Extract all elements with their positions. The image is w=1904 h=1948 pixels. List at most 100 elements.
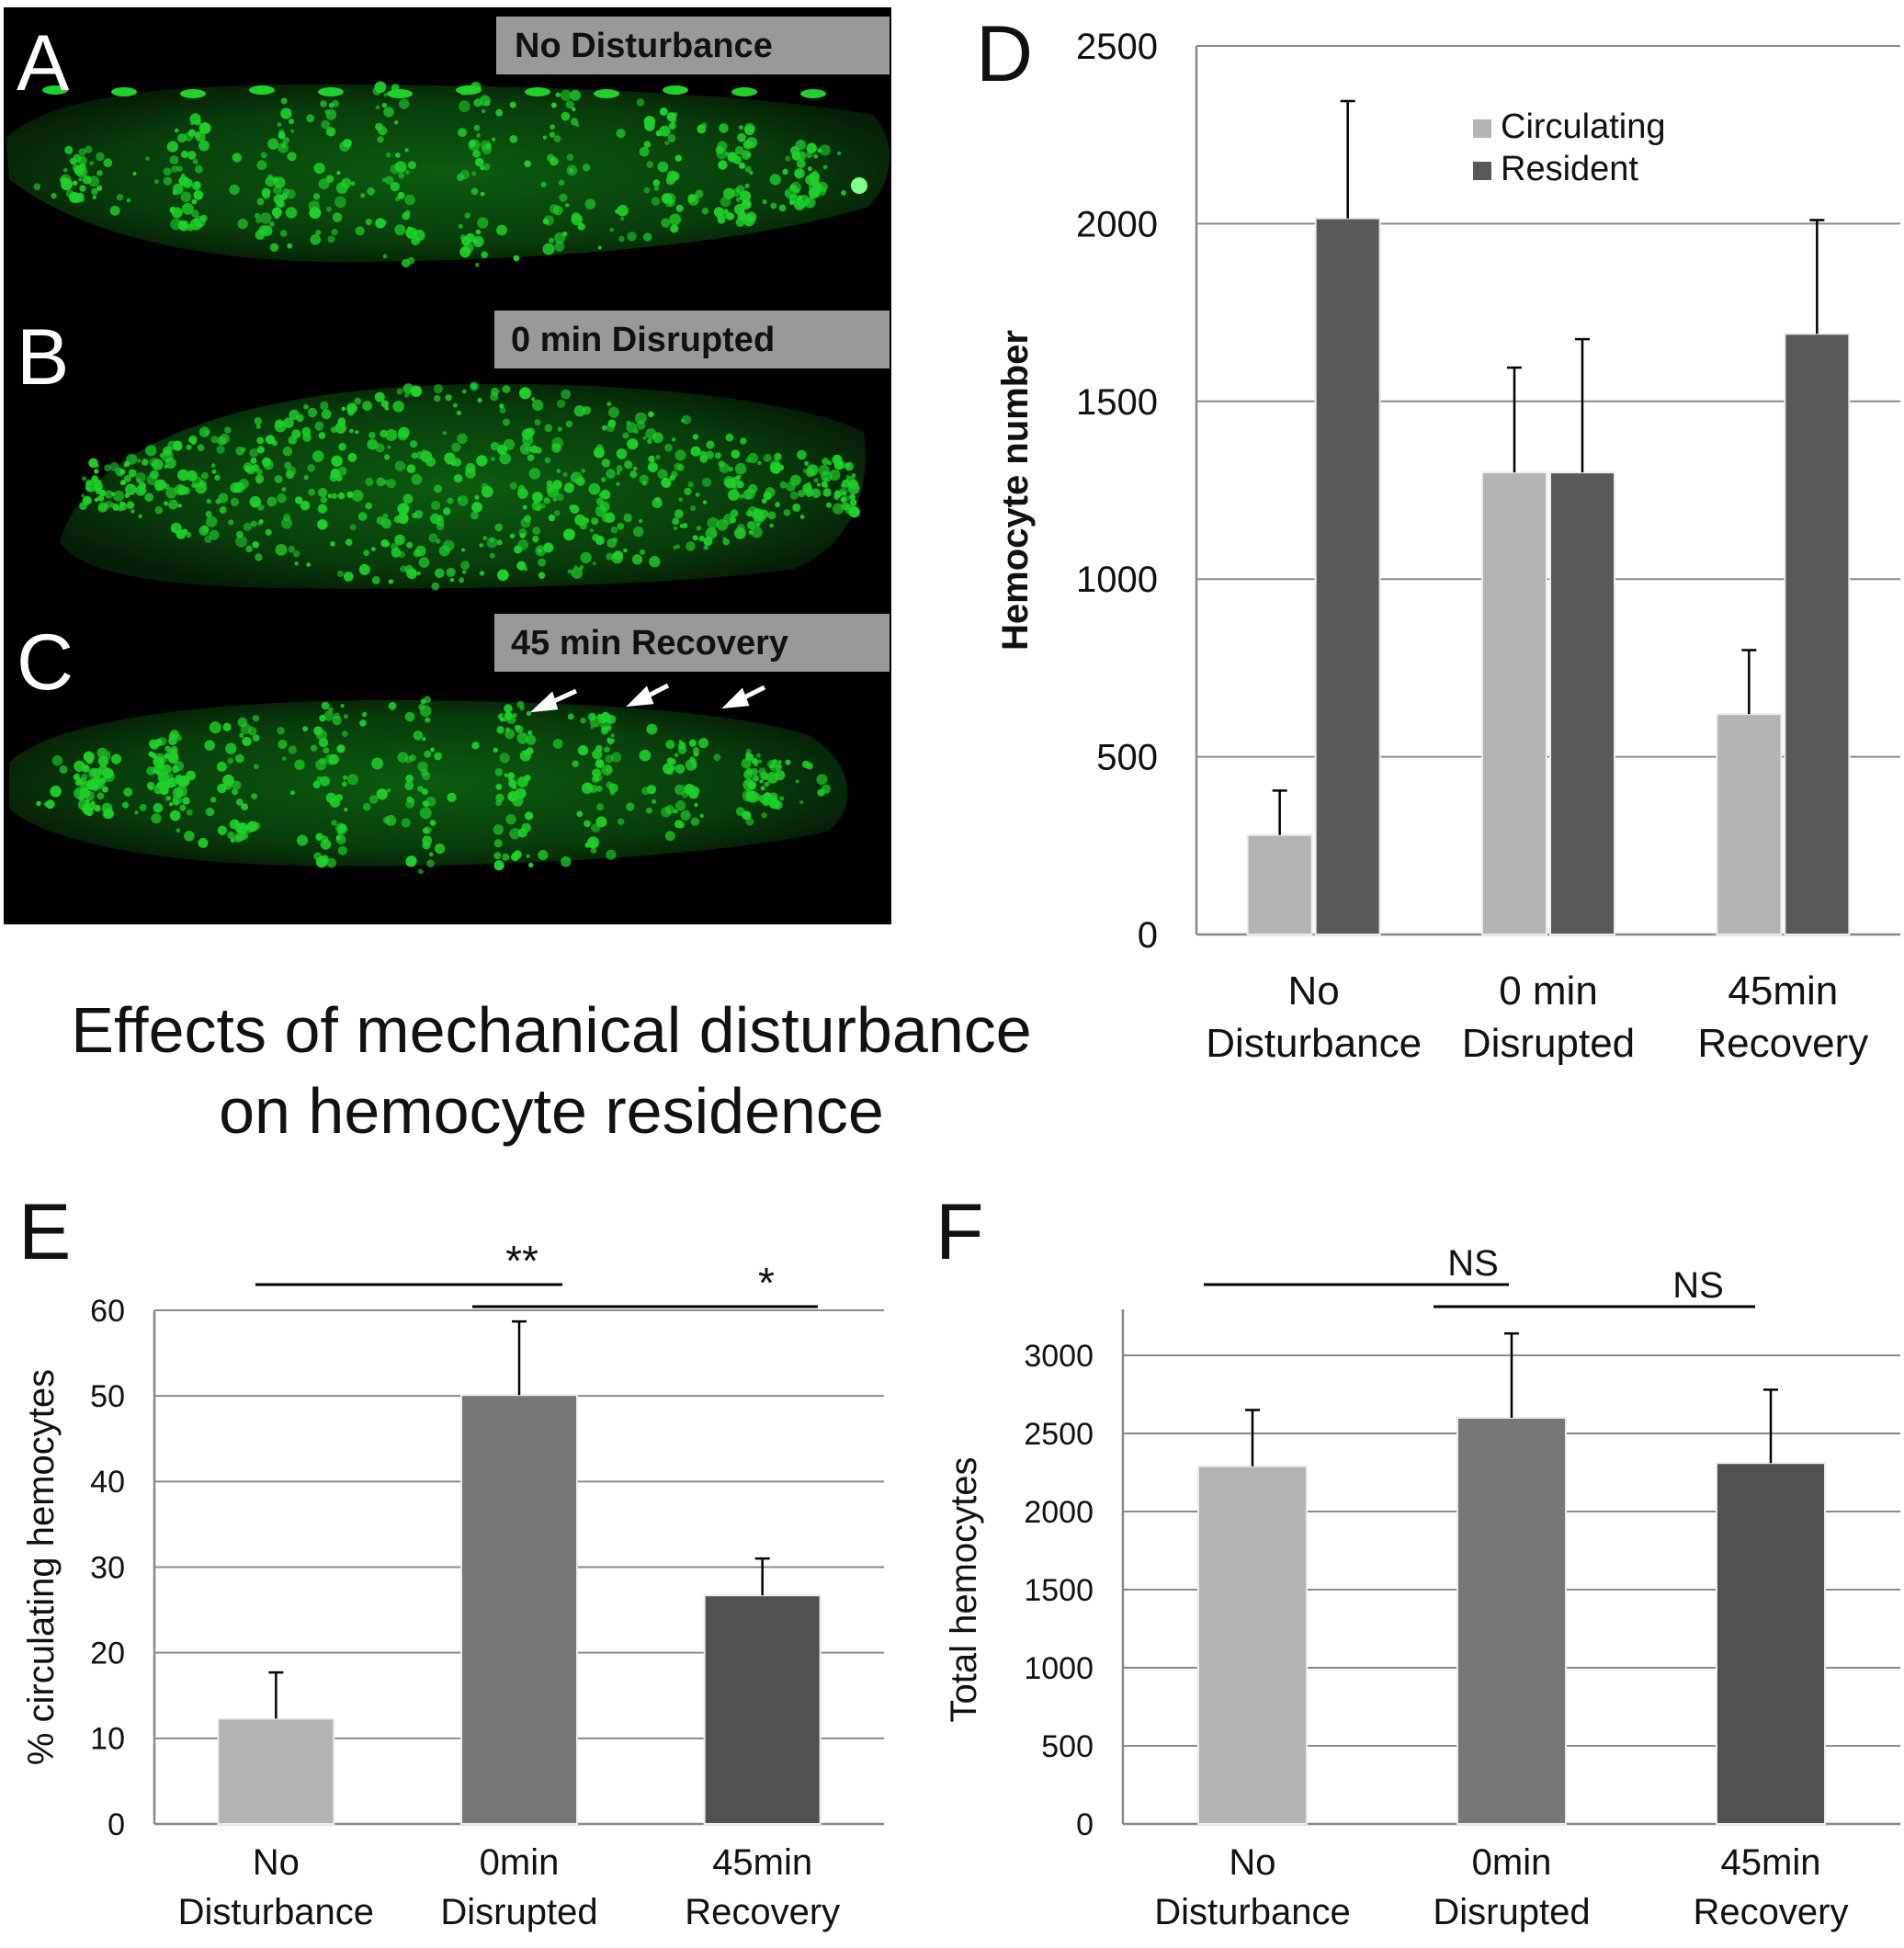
hemocyte-spot: [406, 541, 414, 549]
x-category-label: Disturbance: [178, 1892, 374, 1932]
hemocyte-spot: [743, 122, 756, 134]
hemocyte-spot: [849, 493, 856, 501]
hemocyte-spot: [402, 493, 414, 504]
hemocyte-spot: [336, 171, 341, 176]
hemocyte-spot: [126, 453, 138, 465]
hemocyte-spot: [398, 550, 405, 559]
hemocyte-spot: [673, 526, 678, 530]
hemocyte-spot: [74, 778, 83, 787]
hemocyte-spot: [702, 477, 712, 488]
hemocyte-spot: [374, 81, 387, 94]
hemocyte-spot: [126, 501, 135, 509]
hemocyte-spot: [639, 749, 652, 762]
hemocyte-spot: [258, 519, 264, 524]
hemocyte-spot: [809, 172, 821, 183]
hemocyte-spot: [563, 528, 575, 541]
hemocyte-spot: [671, 764, 676, 771]
hemocyte-spot: [542, 218, 550, 225]
hemocyte-spot: [365, 502, 373, 510]
hemocyte-spot: [747, 781, 757, 790]
hemocyte-spot: [191, 198, 198, 205]
hemocyte-spot: [177, 504, 182, 508]
hemocyte-spot: [674, 462, 683, 471]
hemocyte-spot: [725, 211, 734, 221]
hemocyte-spot: [351, 490, 364, 502]
hemocyte-spot: [91, 187, 98, 196]
x-category-label: Recovery: [1697, 1021, 1868, 1066]
hemocyte-spot: [115, 467, 124, 477]
hemocyte-spot: [166, 778, 176, 788]
hemocyte-spot: [365, 218, 372, 226]
hemocyte-spot: [375, 105, 380, 110]
hemocyte-spot: [552, 497, 557, 502]
y-tick-label: 3000: [1024, 1339, 1094, 1374]
hemocyte-spot: [337, 466, 347, 476]
hemocyte-spot: [383, 93, 388, 97]
hemocyte-spot: [393, 515, 402, 524]
panel-letter-b: B: [17, 313, 69, 402]
hemocyte-spot: [821, 784, 832, 794]
hemocyte-spot: [600, 489, 611, 500]
hemocyte-spot: [502, 418, 510, 426]
hemocyte-spot: [396, 388, 403, 395]
hemocyte-spot: [173, 442, 183, 451]
hemocyte-spot: [589, 528, 595, 533]
hemocyte-spot: [452, 458, 462, 467]
hemocyte-spot: [405, 227, 417, 239]
hemocyte-spot: [457, 433, 468, 444]
hemocyte-spot: [176, 828, 181, 833]
hemocyte-spot: [230, 497, 240, 507]
hemocyte-spot: [325, 206, 332, 212]
hemocyte-spot: [495, 108, 504, 117]
hemocyte-spot: [493, 839, 503, 848]
hemocyte-spot: [404, 711, 415, 722]
hemocyte-spot: [283, 514, 291, 522]
hemocyte-spot: [799, 800, 804, 805]
hemocyte-spot: [363, 549, 369, 557]
hemocyte-spot: [244, 465, 252, 473]
hemocyte-spot: [290, 790, 295, 796]
hemocyte-spot: [401, 818, 411, 828]
hemocyte-spot: [788, 193, 799, 203]
hemocyte-spot: [377, 136, 384, 143]
y-tick-label: 60: [90, 1294, 125, 1329]
dorsal-hemocyte-cluster: [111, 87, 137, 96]
hemocyte-spot: [436, 522, 445, 531]
hemocyte-spot: [386, 478, 396, 489]
hemocyte-spot: [256, 160, 267, 171]
hemocyte-spot: [618, 818, 625, 825]
hemocyte-spot: [649, 556, 661, 568]
hemocyte-spot: [473, 124, 481, 131]
hemocyte-spot: [435, 844, 446, 855]
hemocyte-spot: [601, 764, 613, 776]
hemocyte-spot: [359, 719, 367, 727]
bar: [460, 1394, 578, 1825]
hemocyte-spot: [233, 485, 242, 493]
hemocyte-spot: [565, 420, 573, 428]
hemocyte-spot: [587, 712, 596, 721]
hemocyte-spot: [281, 487, 287, 492]
y-tick-label: 2000: [1024, 1495, 1094, 1530]
hemocyte-spot: [423, 696, 431, 704]
hemocyte-spot: [496, 539, 503, 546]
hemocyte-spot: [595, 497, 604, 506]
hemocyte-spot: [256, 436, 265, 445]
hemocyte-spot: [561, 231, 568, 237]
hemocyte-spot: [151, 753, 157, 759]
hemocyte-spot: [275, 544, 288, 556]
hemocyte-spot: [88, 458, 98, 469]
hemocyte-spot: [768, 792, 778, 802]
hemocyte-spot: [341, 406, 346, 412]
hemocyte-spot: [180, 191, 192, 202]
hemocyte-spot: [714, 452, 722, 459]
hemocyte-spot: [484, 100, 491, 107]
hemocyte-spot: [659, 125, 671, 137]
hemocyte-spot: [481, 485, 493, 498]
hemocyte-spot: [760, 786, 765, 791]
y-axis-label: % circulating hemocytes: [21, 1369, 62, 1765]
hemocyte-spot: [321, 119, 330, 130]
hemocyte-spot: [227, 757, 234, 764]
hemocyte-spot: [51, 755, 63, 766]
hemocyte-spot: [548, 514, 556, 522]
hemocyte-spot: [310, 233, 322, 245]
